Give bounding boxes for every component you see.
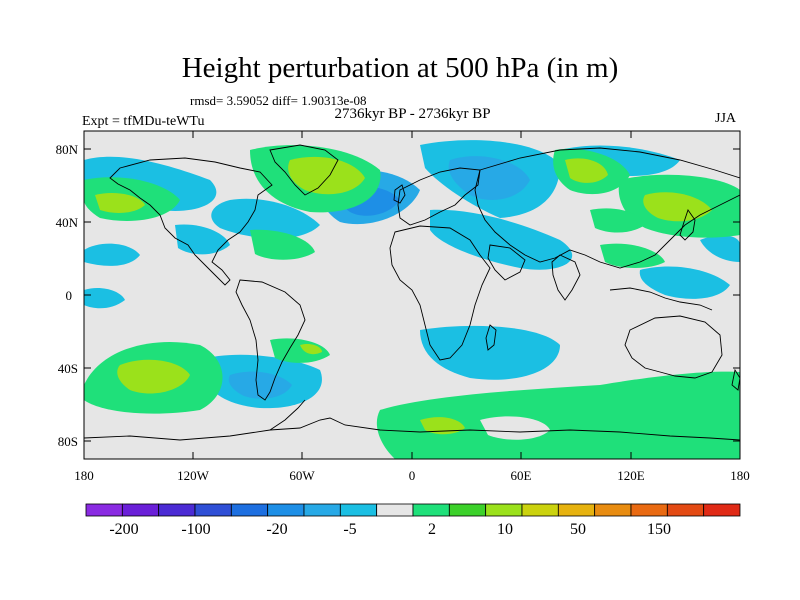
colorbar-label: 10 bbox=[497, 521, 513, 538]
colorbar bbox=[85, 503, 741, 517]
colorbar-swatch bbox=[303, 503, 341, 517]
colorbar-label: -200 bbox=[109, 521, 138, 538]
lon-tick-label: 180 bbox=[74, 468, 94, 483]
lon-tick-label: 120W bbox=[177, 468, 210, 483]
contour-fields bbox=[84, 140, 740, 459]
colorbar-swatch bbox=[703, 503, 741, 517]
lon-tick-marks bbox=[83, 131, 741, 459]
colorbar-label: 50 bbox=[570, 521, 586, 538]
lat-tick-label: 40N bbox=[56, 215, 79, 230]
lat-tick-labels: 80N 40N 0 40S 80S bbox=[56, 142, 79, 449]
colorbar-label: -5 bbox=[343, 521, 356, 538]
lon-tick-label: 60W bbox=[289, 468, 315, 483]
stats-text: rmsd= 3.59052 diff= 1.90313e-08 bbox=[190, 93, 367, 108]
colorbar-swatch bbox=[521, 503, 559, 517]
period-label: 2736kyr BP - 2736kyr BP bbox=[334, 106, 491, 122]
lat-tick-label: 80N bbox=[56, 142, 79, 157]
colorbar-labels: -200 -100 -20 -5 2 10 50 150 bbox=[109, 521, 671, 538]
colorbar-label: -20 bbox=[266, 521, 287, 538]
colorbar-swatch bbox=[557, 503, 596, 517]
lon-tick-label: 0 bbox=[409, 468, 416, 483]
lat-tick-label: 80S bbox=[58, 434, 78, 449]
colorbar-swatch bbox=[448, 503, 487, 517]
colorbar-swatch bbox=[121, 503, 160, 517]
colorbar-swatch bbox=[85, 503, 123, 517]
lat-tick-label: 0 bbox=[66, 288, 73, 303]
colorbar-label: 2 bbox=[428, 521, 436, 538]
colorbar-swatch bbox=[594, 503, 632, 517]
colorbar-swatch bbox=[267, 503, 305, 517]
map-title: Height perturbation at 500 hPa (in m) bbox=[181, 52, 619, 84]
colorbar-swatch bbox=[412, 503, 450, 517]
experiment-label: Expt = tfMDu-teWTu bbox=[82, 114, 205, 129]
colorbar-swatch bbox=[666, 503, 705, 517]
colorbar-label: 150 bbox=[647, 521, 671, 538]
colorbar-swatch bbox=[194, 503, 232, 517]
lon-tick-label: 120E bbox=[617, 468, 645, 483]
lon-tick-labels: 180 120W 60W 0 60E 120E 180 bbox=[74, 468, 750, 483]
lon-tick-label: 60E bbox=[511, 468, 532, 483]
colorbar-swatch bbox=[158, 503, 196, 517]
lat-tick-label: 40S bbox=[58, 361, 78, 376]
season-label: JJA bbox=[715, 111, 737, 126]
colorbar-swatch bbox=[339, 503, 378, 517]
colorbar-swatch bbox=[630, 503, 668, 517]
colorbar-swatch bbox=[230, 503, 269, 517]
lat-tick-marks bbox=[84, 148, 740, 442]
colorbar-label: -100 bbox=[181, 521, 210, 538]
lon-tick-label: 180 bbox=[730, 468, 750, 483]
coastlines bbox=[84, 144, 740, 441]
colorbar-swatch bbox=[376, 503, 414, 517]
colorbar-swatch bbox=[485, 503, 523, 517]
